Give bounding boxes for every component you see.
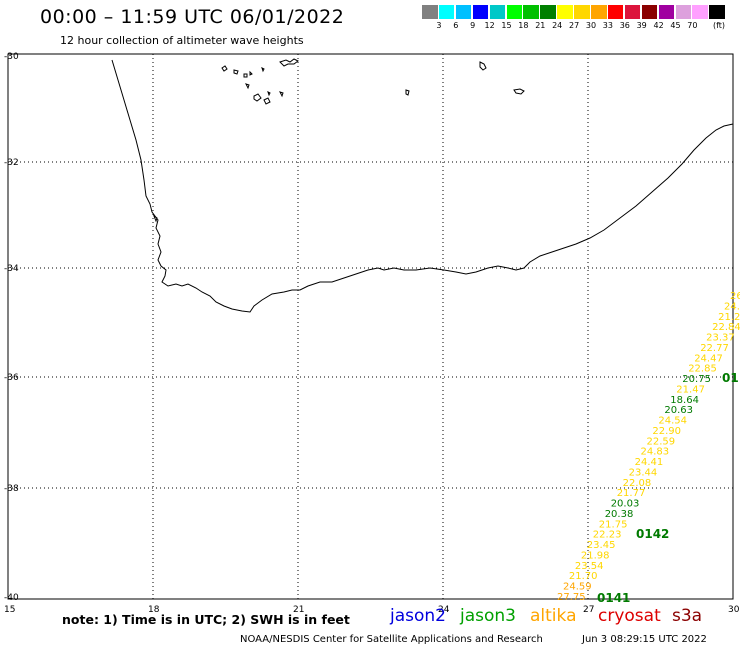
wave-height-label: 21.98 [581, 551, 610, 562]
gridlines [8, 54, 733, 599]
legend-swatch [641, 5, 658, 19]
pass-label: 0141 [597, 591, 630, 605]
wave-height-label: 21.77 [617, 488, 646, 499]
legend-label: 33 [602, 21, 613, 30]
legend-label: 6 [453, 21, 459, 30]
legend-swatch [455, 5, 472, 19]
legend-swatch [557, 5, 573, 19]
legend-label: 24 [552, 21, 563, 30]
lon-label: 21 [293, 605, 304, 615]
pass-label: 01 [722, 371, 739, 385]
legend-swatch [709, 5, 725, 19]
wave-height-label: 22.85 [688, 364, 717, 375]
legend-swatch [692, 5, 708, 19]
lat-label: -40 [4, 593, 19, 603]
plot-frame [7, 53, 734, 600]
wave-height-label: 18.64 [670, 395, 699, 406]
legend-swatch [540, 5, 556, 19]
legend-swatch [658, 5, 675, 19]
wave-height-label: 23.44 [629, 467, 658, 478]
lat-label: -32 [4, 158, 19, 168]
lon-labels: 15 18 21 24 27 30 [4, 605, 740, 615]
legend-swatch [472, 5, 489, 19]
note-text: note: 1) Time is in UTC; 2) SWH is in fe… [62, 612, 350, 627]
wave-height-label: 24.47 [694, 353, 723, 364]
legend-label: 18 [518, 21, 529, 30]
legend-swatch [675, 5, 691, 19]
footer-org: NOAA/NESDIS Center for Satellite Applica… [240, 634, 543, 645]
wave-height-label: 23.54 [575, 561, 604, 572]
pass-label: 0142 [636, 527, 669, 541]
legend-label: 3 [436, 21, 442, 30]
footer-timestamp: Jun 3 08:29:15 UTC 2022 [582, 634, 707, 645]
legend-swatch [506, 5, 522, 19]
legend-label: 39 [636, 21, 647, 30]
wave-height-label: 20.75 [682, 374, 711, 385]
lon-label: 27 [583, 605, 594, 615]
legend-label: 36 [619, 21, 630, 30]
legend-label: 12 [484, 21, 495, 30]
legend-unit: (ft) [713, 21, 726, 30]
legend-swatch [489, 5, 506, 19]
wave-height-label: 27.75 [557, 592, 586, 603]
legend-label: 21 [535, 21, 546, 30]
legend-swatch [607, 5, 624, 19]
islands [152, 58, 525, 223]
legend-swatch [523, 5, 539, 19]
legend-swatch [422, 5, 438, 19]
wave-height-label: 22.08 [623, 478, 652, 489]
wave-height-label: 20.38 [605, 509, 634, 520]
legend-label: 42 [653, 21, 664, 30]
legend-label: 70 [687, 21, 698, 30]
lat-labels: -30 -32 -34 -36 -38 -40 [4, 52, 19, 603]
wave-height-label: 21.2 [718, 312, 740, 323]
legend-swatch [591, 5, 607, 19]
wave-height-label: 24.59 [563, 582, 592, 593]
satellite-cryosat: cryosat [598, 606, 661, 626]
wave-height-label: 26 [730, 291, 740, 302]
lon-label: 15 [4, 605, 15, 615]
wave-height-label: 21.75 [599, 519, 628, 530]
wave-height-label: 24. [724, 301, 740, 312]
legend-label: 9 [470, 21, 476, 30]
lon-label: 30 [728, 605, 740, 615]
satellite-altika: altika [530, 606, 577, 626]
wave-height-label: 22.84 [712, 322, 740, 333]
lon-label: 24 [438, 605, 450, 615]
legend-label: 45 [670, 21, 681, 30]
wave-height-label: 21.70 [569, 571, 598, 582]
lat-label: -30 [4, 52, 19, 62]
map-subtitle: 12 hour collection of altimeter wave hei… [60, 34, 304, 47]
coastline [111, 59, 734, 313]
lon-label: 18 [148, 605, 160, 615]
legend-swatch [624, 5, 641, 19]
wave-height-label: 22.90 [652, 426, 681, 437]
wave-height-label: 23.45 [587, 540, 616, 551]
legend-label: 27 [569, 21, 580, 30]
wave-height-label: 22.59 [647, 436, 676, 447]
lat-label: -38 [4, 484, 19, 494]
wave-height-label: 20.03 [611, 499, 640, 510]
satellite-jason2: jason2 [390, 606, 446, 626]
legend-swatch [574, 5, 590, 19]
wave-height-label: 22.23 [593, 530, 622, 541]
lat-label: -36 [4, 373, 19, 383]
legend-swatch [438, 5, 455, 19]
satellite-jason3: jason3 [460, 606, 516, 626]
lat-label: -34 [4, 264, 19, 274]
wave-height-label: 22.77 [700, 343, 729, 354]
wave-height-label: 24.83 [641, 447, 670, 458]
wave-height-label: 20.63 [664, 405, 693, 416]
satellite-s3a: s3a [672, 606, 703, 626]
wave-height-label: 24.54 [658, 416, 687, 427]
wave-height-label: 24.41 [635, 457, 664, 468]
map-title: 00:00 – 11:59 UTC 06/01/2022 [40, 6, 345, 28]
legend-label: 30 [585, 21, 597, 30]
wave-height-track: 2624.21.222.8423.3722.7724.4722.8520.752… [557, 291, 740, 603]
wave-height-label: 23.37 [706, 333, 735, 344]
legend-label: 15 [501, 21, 512, 30]
wave-height-label: 21.47 [676, 384, 705, 395]
